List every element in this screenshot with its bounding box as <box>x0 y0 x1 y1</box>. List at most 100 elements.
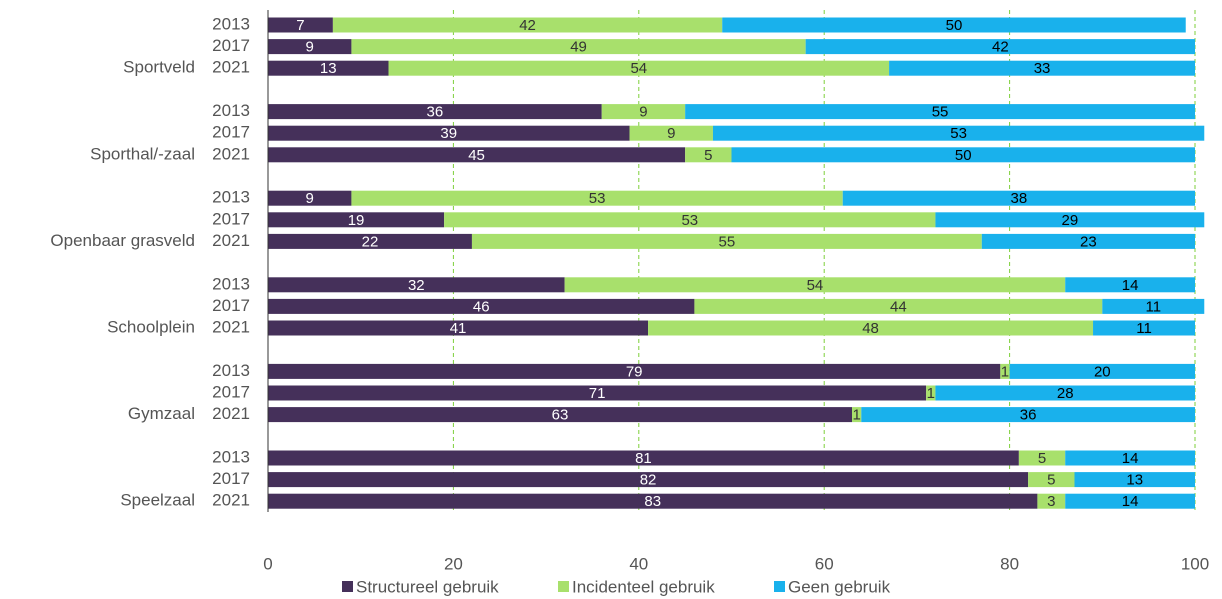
bar-segment <box>1037 493 1066 509</box>
x-tick-label: 80 <box>1000 554 1019 573</box>
legend-swatch <box>774 581 785 592</box>
y-tick-label: 2017 <box>212 382 250 401</box>
data-label: 5 <box>1047 472 1055 489</box>
bar-segment <box>268 277 565 293</box>
bar-segment <box>1065 493 1195 509</box>
data-label: 82 <box>640 472 657 489</box>
y-tick-label: 2021 <box>212 317 250 336</box>
data-label: 45 <box>468 147 485 164</box>
data-label: 50 <box>955 147 972 164</box>
data-label: 36 <box>1020 407 1037 424</box>
legend-label: Geen gebruik <box>788 577 891 596</box>
y-tick-label: 2021 <box>212 491 250 510</box>
data-label: 23 <box>1080 233 1097 250</box>
data-label: 9 <box>667 125 675 142</box>
data-label: 1 <box>852 407 860 424</box>
bar-segment <box>852 407 862 423</box>
bar-segment <box>268 363 1001 379</box>
data-label: 55 <box>932 104 949 121</box>
legend-label: Incidenteel gebruik <box>572 577 715 596</box>
data-label: 32 <box>408 277 425 294</box>
bar-segment <box>1093 320 1195 336</box>
bar-segment <box>564 277 1066 293</box>
bar-segment <box>648 320 1094 336</box>
x-tick-label: 40 <box>629 554 648 573</box>
x-tick-label: 60 <box>815 554 834 573</box>
y-tick-label: 2021 <box>212 144 250 163</box>
bar-segment <box>1065 450 1195 466</box>
data-label: 42 <box>519 17 536 34</box>
y-tick-label: 2013 <box>212 101 250 120</box>
data-label: 13 <box>320 60 337 77</box>
bar-segment <box>935 385 1195 401</box>
y-tick-label: 2021 <box>212 231 250 250</box>
y-tick-label: 2017 <box>212 469 250 488</box>
bar-segment <box>268 385 927 401</box>
data-label: 22 <box>362 233 379 250</box>
bar-segment <box>629 125 713 141</box>
data-label: 38 <box>1011 190 1028 207</box>
data-label: 5 <box>704 147 712 164</box>
bar-segment <box>268 17 333 33</box>
bar-segment <box>685 104 1195 120</box>
bar-segment <box>731 147 1195 163</box>
data-label: 14 <box>1122 277 1139 294</box>
bar-segment <box>1018 450 1066 466</box>
data-label: 46 <box>473 298 490 315</box>
bar-segment <box>889 60 1195 76</box>
bar-segment <box>268 212 445 228</box>
legend-swatch <box>342 581 353 592</box>
data-label: 1 <box>927 385 935 402</box>
data-label: 53 <box>950 125 967 142</box>
data-label: 3 <box>1047 493 1055 510</box>
data-label: 55 <box>719 233 736 250</box>
data-label: 36 <box>427 104 444 121</box>
bar-segment <box>1028 472 1075 488</box>
bar-segment <box>1000 363 1010 379</box>
data-label: 50 <box>946 17 963 34</box>
bar-segment <box>805 39 1195 55</box>
data-label: 44 <box>890 298 907 315</box>
bar-segment <box>351 190 843 206</box>
data-label: 9 <box>639 104 647 121</box>
data-label: 83 <box>644 493 661 510</box>
x-tick-label: 0 <box>263 554 272 573</box>
data-label: 19 <box>348 212 365 229</box>
data-label: 1 <box>1001 363 1009 380</box>
y-tick-label: 2021 <box>212 58 250 77</box>
y-tick-label: 2017 <box>212 296 250 315</box>
bar-segment <box>601 104 686 120</box>
bar-segment <box>351 39 806 55</box>
y-tick-label: 2013 <box>212 188 250 207</box>
bar-segment <box>926 385 936 401</box>
y-tick-label: 2017 <box>212 123 250 142</box>
bar-segment <box>1009 363 1195 379</box>
bar-segment <box>268 472 1029 488</box>
bar-segment <box>268 147 686 163</box>
bar-segment <box>268 60 389 76</box>
bar-segment <box>685 147 732 163</box>
data-label: 54 <box>807 277 824 294</box>
legend-swatch <box>558 581 569 592</box>
data-label: 54 <box>630 60 647 77</box>
data-label: 71 <box>589 385 606 402</box>
bar-segment <box>268 233 472 249</box>
group-label: Sportveld <box>123 58 195 77</box>
data-label: 42 <box>992 39 1009 56</box>
data-label: 53 <box>681 212 698 229</box>
data-label: 41 <box>450 320 467 337</box>
bar-segment <box>268 190 352 206</box>
legend-label: Structureel gebruik <box>356 577 499 596</box>
bar-segment <box>444 212 936 228</box>
data-label: 28 <box>1057 385 1074 402</box>
data-label: 9 <box>306 39 314 56</box>
x-tick-label: 20 <box>444 554 463 573</box>
data-label: 33 <box>1034 60 1051 77</box>
y-tick-label: 2013 <box>212 274 250 293</box>
bar-segment <box>712 125 1205 141</box>
data-label: 20 <box>1094 363 1111 380</box>
bar-segment <box>268 493 1038 509</box>
data-label: 29 <box>1062 212 1079 229</box>
bar-segment <box>268 450 1019 466</box>
bar-segment <box>842 190 1195 206</box>
